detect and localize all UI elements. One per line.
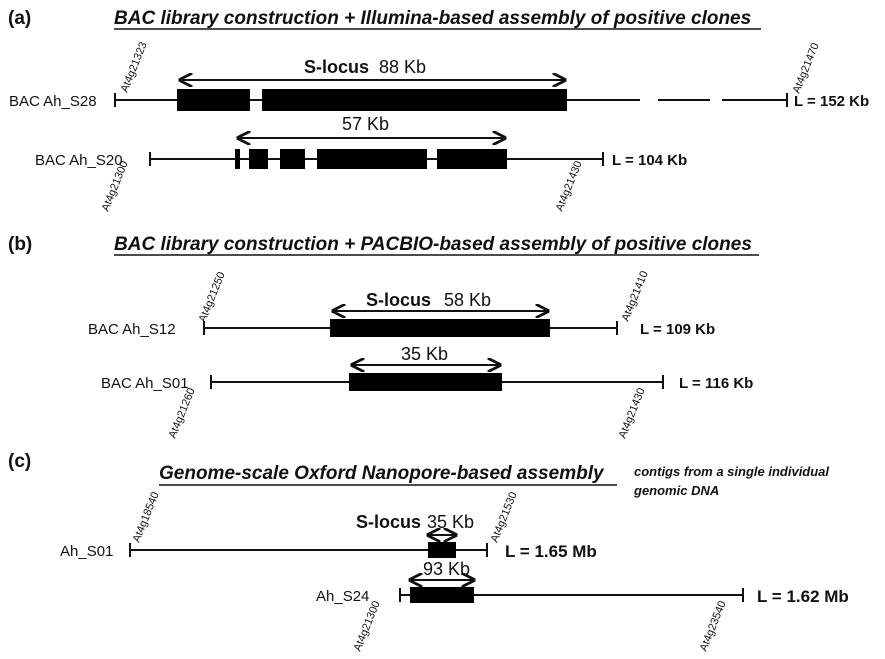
panel-c-note-line2: genomic DNA [633,483,719,498]
left-marker-label: At4g21323 [119,40,150,94]
contig-ah-s24: Ah_S24 93 Kb At4g21300 At4g23540 L = 1.6… [316,559,849,653]
s-locus-block [177,89,250,111]
right-marker-label: At4g21430 [554,159,585,213]
clone-length-label: L = 104 Kb [612,152,687,169]
s-locus-block [428,542,456,558]
panel-c: (c) Genome-scale Oxford Nanopore-based a… [8,451,849,653]
clone-ah-s28: BAC Ah_S28 S-locus 88 Kb At4g21323 At4g2… [9,40,869,111]
left-marker-label: At4g18540 [131,490,162,544]
left-marker-label: At4g21250 [197,270,228,324]
contig-length-label: L = 1.65 Mb [505,542,597,561]
clone-ah-s20: BAC Ah_S20 57 Kb At4g21300 At4g21430 L =… [35,114,687,213]
clone-label: BAC Ah_S01 [101,375,189,392]
panel-c-title: Genome-scale Oxford Nanopore-based assem… [159,463,605,484]
clone-label: BAC Ah_S20 [35,152,123,169]
left-marker-label: At4g21260 [167,386,198,440]
size-label: 35 Kb [427,512,474,532]
clone-label: BAC Ah_S12 [88,321,176,338]
size-label: 88 Kb [379,57,426,77]
panel-b-title: BAC library construction + PACBIO-based … [114,234,752,255]
clone-ah-s12: BAC Ah_S12 S-locus 58 Kb At4g21250 At4g2… [88,269,715,338]
size-label: 57 Kb [342,114,389,134]
s-locus-label: S-locus [356,512,421,532]
panel-b-label: (b) [8,234,32,255]
clone-label: BAC Ah_S28 [9,93,97,110]
s-locus-block [437,149,507,169]
right-marker-label: At4g21410 [620,269,651,323]
right-marker-label: At4g21430 [617,386,648,440]
panel-a: (a) BAC library construction + Illumina-… [8,8,869,213]
s-locus-block [410,587,474,603]
size-label: 93 Kb [423,559,470,579]
s-locus-block [330,319,550,337]
s-locus-block [280,149,305,169]
contig-label: Ah_S01 [60,543,113,560]
size-label: 58 Kb [444,290,491,310]
size-label: 35 Kb [401,344,448,364]
right-marker-label: At4g21470 [791,41,822,95]
panel-b: (b) BAC library construction + PACBIO-ba… [8,234,759,440]
panel-c-note-line1: contigs from a single individual [634,464,829,479]
clone-length-label: L = 116 Kb [679,375,753,392]
s-locus-label: S-locus [366,290,431,310]
s-locus-block [249,149,268,169]
clone-ah-s01-bac: BAC Ah_S01 35 Kb At4g21260 At4g21430 L =… [101,344,753,440]
s-locus-block [317,149,427,169]
panel-c-label: (c) [8,451,31,472]
s-locus-block [262,89,567,111]
s-locus-block [235,149,240,169]
s-locus-block [349,373,502,391]
contig-length-label: L = 1.62 Mb [757,587,849,606]
panel-a-title: BAC library construction + Illumina-base… [114,8,751,29]
panel-a-label: (a) [8,8,31,29]
left-marker-label: At4g21300 [352,599,383,653]
clone-length-label: L = 109 Kb [640,321,715,338]
right-marker-label: At4g21530 [489,490,520,544]
right-marker-label: At4g23540 [698,599,729,653]
clone-length-label: L = 152 Kb [794,93,869,110]
contig-ah-s01: Ah_S01 S-locus 35 Kb At4g18540 At4g21530… [60,490,597,561]
s-locus-label: S-locus [304,57,369,77]
contig-label: Ah_S24 [316,588,369,605]
